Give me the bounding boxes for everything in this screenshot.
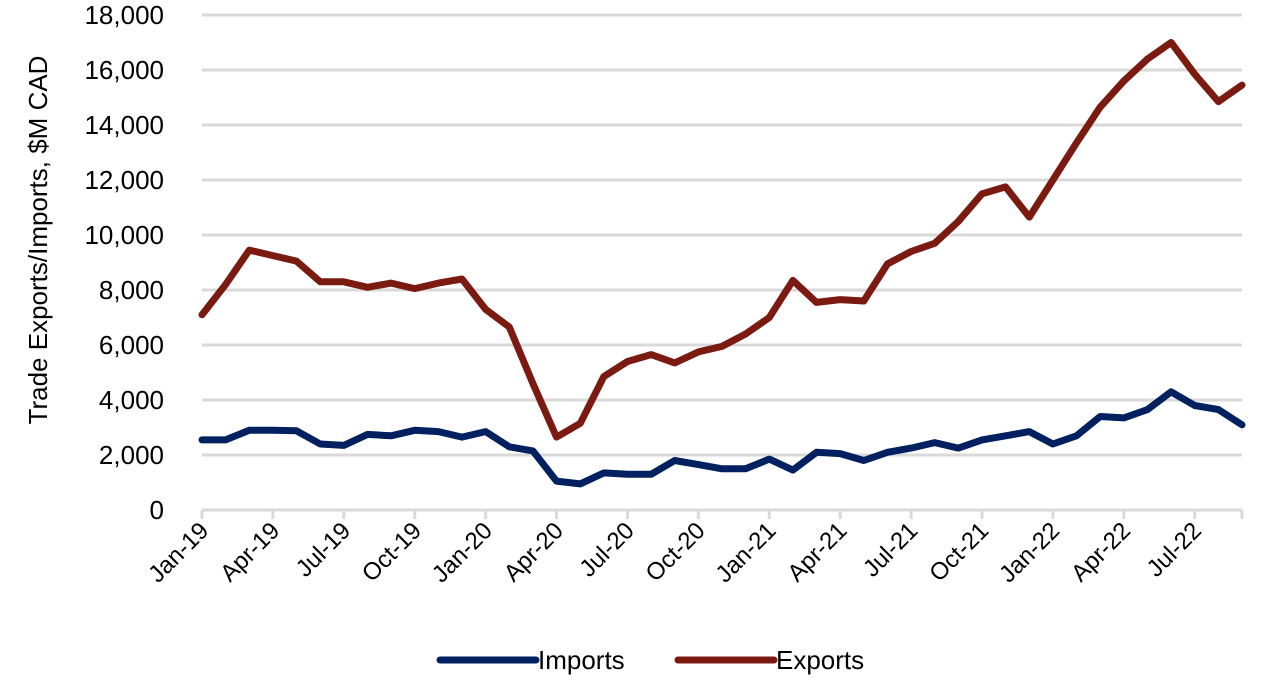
x-tick-label: Apr-21 — [782, 517, 852, 587]
legend-label-imports: Imports — [538, 645, 625, 675]
x-tick-label: Jul-21 — [858, 517, 923, 582]
x-tick-label: Apr-19 — [215, 517, 285, 587]
legend-label-exports: Exports — [776, 645, 864, 675]
x-axis — [200, 508, 1244, 519]
x-tick-label: Jul-22 — [1142, 517, 1207, 582]
y-tick-label: 12,000 — [84, 165, 164, 195]
x-tick-label: Jan-22 — [994, 517, 1065, 588]
x-tick-label: Oct-21 — [924, 517, 994, 587]
y-tick-label: 8,000 — [99, 275, 164, 305]
y-tick-label: 0 — [150, 495, 164, 525]
x-tick-label: Apr-20 — [499, 517, 569, 587]
series-line-imports — [198, 388, 1246, 488]
y-tick-label: 10,000 — [84, 220, 164, 250]
y-tick-label: 18,000 — [84, 0, 164, 30]
x-tick-label: Jul-20 — [574, 517, 639, 582]
y-axis-tick-labels: 0 2,000 4,000 6,000 8,000 10,000 12,000 14,000 1… — [84, 0, 164, 525]
series-line-exports — [198, 39, 1246, 441]
y-tick-label: 14,000 — [84, 110, 164, 140]
series-lines — [198, 39, 1246, 488]
x-tick-label: Jul-19 — [291, 517, 356, 582]
x-tick-label: Jan-21 — [711, 517, 782, 588]
x-tick-label: Jan-20 — [427, 517, 498, 588]
y-tick-label: 4,000 — [99, 385, 164, 415]
y-tick-label: 2,000 — [99, 440, 164, 470]
x-tick-label: Oct-19 — [357, 517, 427, 587]
x-tick-label: Oct-20 — [641, 517, 711, 587]
x-axis-tick-labels: Jan-19 Apr-19 Jul-19 Oct-19 Jan-20 Apr-20 Jul-… — [143, 517, 1207, 588]
y-tick-label: 6,000 — [99, 330, 164, 360]
gridlines — [202, 13, 1242, 457]
y-axis-label: Trade Exports/Imports, $M CAD — [23, 56, 53, 425]
x-tick-label: Apr-22 — [1066, 517, 1136, 587]
y-tick-label: 16,000 — [84, 55, 164, 85]
legend: Imports Exports — [436, 645, 864, 675]
x-tick-label: Jan-19 — [143, 517, 214, 588]
